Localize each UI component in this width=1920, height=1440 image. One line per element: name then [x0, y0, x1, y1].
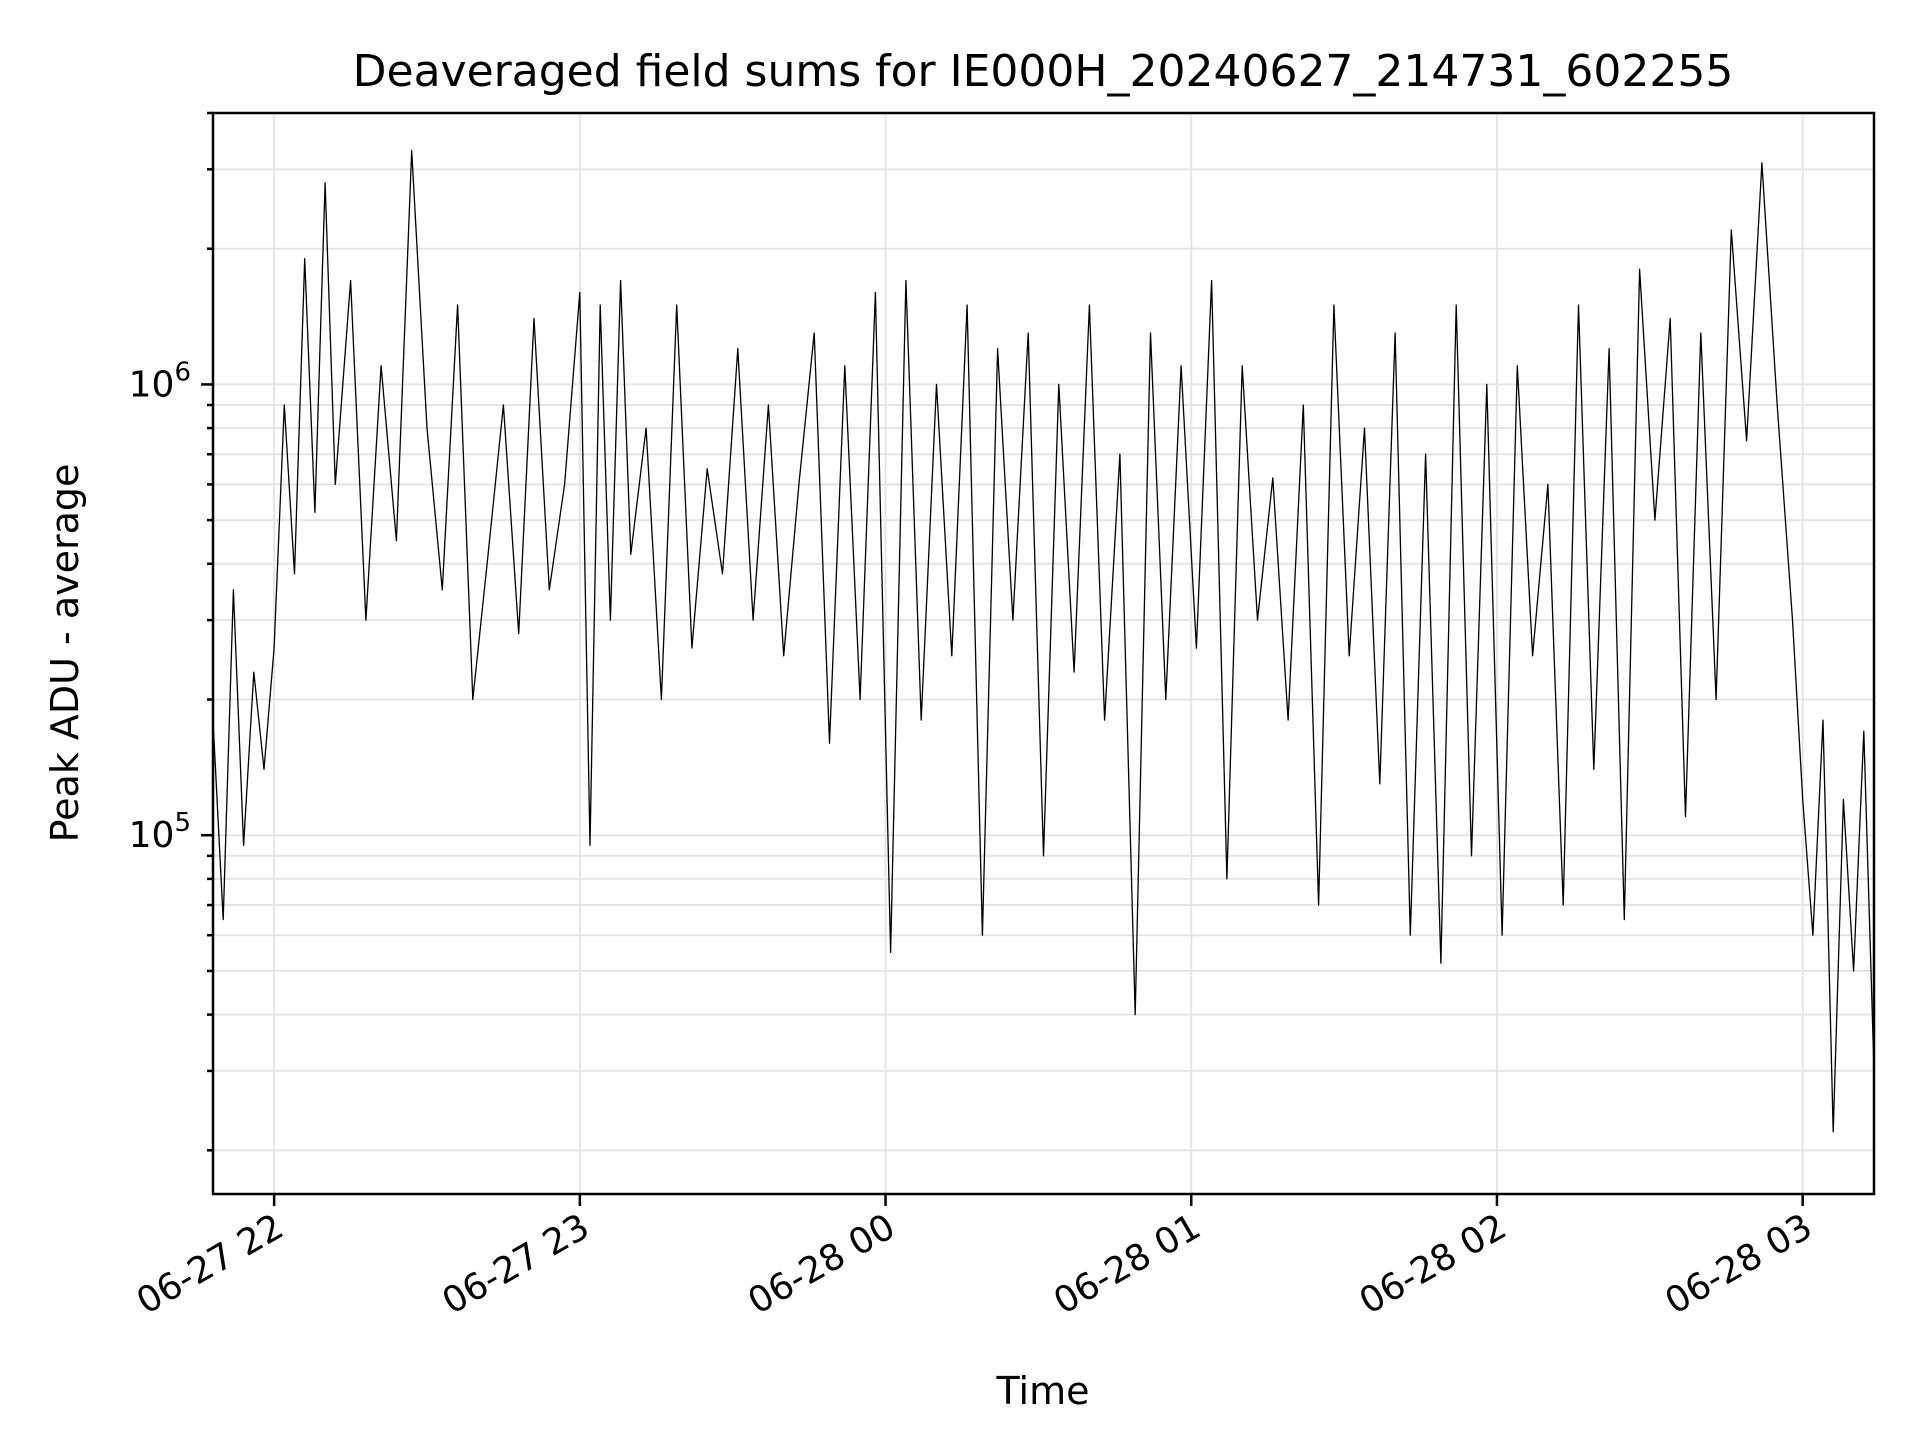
- y-tick-label: 106: [129, 357, 191, 405]
- y-tick-exponent: 5: [174, 808, 191, 838]
- series-layer: [212, 150, 1875, 1133]
- y-tick-label: 105: [129, 808, 191, 856]
- series-line-0: [212, 150, 1875, 1133]
- plot-frame: [211, 111, 1876, 1196]
- y-tick-exponent: 6: [174, 357, 191, 387]
- y-tick-base: 10: [129, 815, 175, 856]
- y-axis-label: Peak ADU - average: [43, 464, 87, 843]
- y-tick-base: 10: [129, 364, 175, 405]
- chart-title: Deaveraged field sums for IE000H_2024062…: [353, 46, 1734, 97]
- x-axis-label: Time: [996, 1369, 1090, 1413]
